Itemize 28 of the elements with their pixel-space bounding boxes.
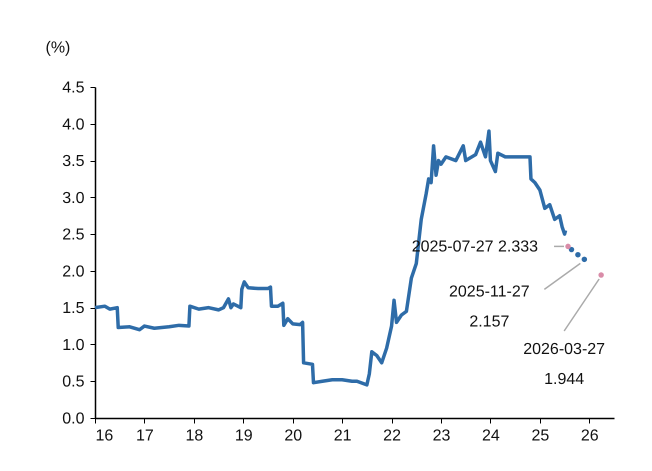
x-tick-label: 25 [531, 428, 550, 444]
annotation: 2025-11-27 2.157 [449, 283, 530, 330]
x-tick-label: 16 [96, 428, 114, 444]
y-tick-label: 2.0 [62, 263, 85, 280]
point [565, 244, 571, 250]
x-tick-label: 22 [383, 428, 402, 444]
x-tick-label: 21 [334, 428, 352, 444]
annotation: 2026-03-27 1.944 [523, 341, 606, 388]
x-tick-label: 26 [580, 428, 599, 444]
y-tick-label: 4.5 [62, 80, 85, 96]
point [582, 256, 588, 262]
y-tick-label: 2.5 [62, 226, 85, 244]
y-tick-label: 3.0 [62, 190, 85, 207]
y-tick-label: 4.0 [62, 116, 85, 134]
y-axis-title: (%) [46, 40, 70, 56]
y-tick-label: 0.5 [62, 374, 85, 391]
x-tick-label: 19 [234, 428, 253, 444]
x-tick-label: 20 [284, 428, 302, 444]
y-tick-label: 0.0 [62, 410, 85, 428]
point [598, 272, 604, 278]
x-tick-label: 17 [136, 428, 154, 444]
point [575, 252, 581, 258]
x-tick-label: 18 [185, 428, 204, 444]
y-tick-label: 1.0 [62, 336, 85, 354]
x-tick-label: 23 [432, 428, 450, 444]
x-tick-label: 24 [482, 428, 500, 444]
y-tick-label: 1.5 [62, 300, 85, 318]
y-tick-label: 3.5 [62, 153, 85, 170]
